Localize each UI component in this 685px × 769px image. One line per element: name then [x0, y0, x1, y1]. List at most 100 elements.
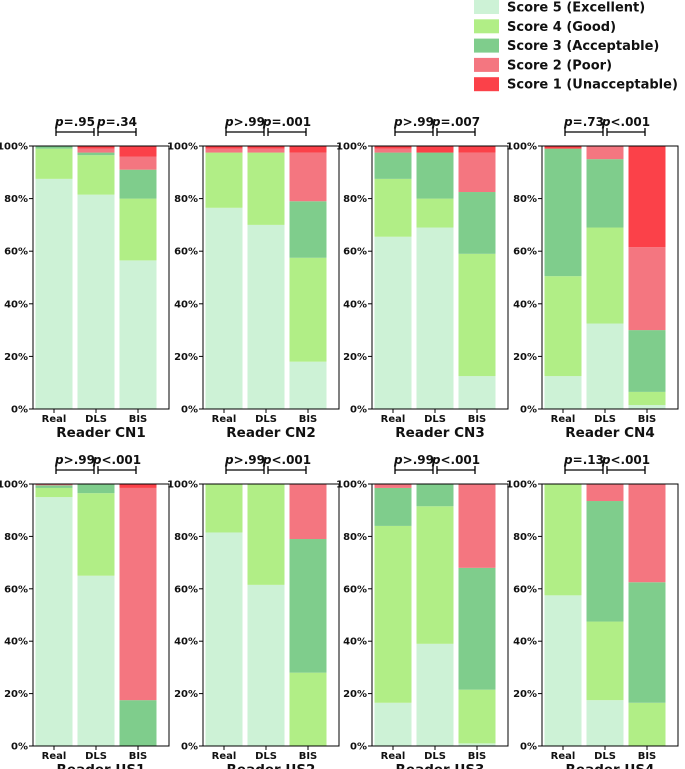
panel-title-reader-us3: Reader US3 — [396, 762, 485, 769]
x-tick-label-bis: BIS — [468, 414, 487, 425]
axes-frame-reader-us4 — [541, 483, 679, 747]
bar-reader-us3-real-score-5 — [374, 702, 412, 746]
y-tick-label: 100% — [336, 480, 367, 491]
bar-reader-cn2-bis-score-2 — [289, 152, 327, 202]
p-value-label-right: p<.001 — [601, 115, 650, 129]
bar-reader-cn1-dls-score-1 — [77, 146, 115, 149]
bar-reader-us2-bis-score-2 — [289, 484, 327, 540]
bar-reader-cn3-bis-score-5 — [458, 376, 496, 409]
bar-reader-cn2-real-score-2 — [205, 148, 243, 153]
bar-reader-cn3-bis-score-2 — [458, 152, 496, 193]
x-tick-label-bis: BIS — [129, 414, 148, 425]
p-value-label-left: p>.99 — [54, 453, 95, 467]
y-tick-label: 0% — [181, 405, 198, 416]
legend-label-score-4: Score 4 (Good) — [507, 20, 616, 35]
bar-reader-cn1-bis-score-5 — [119, 260, 157, 409]
bar-reader-cn1-dls-score-4 — [77, 155, 115, 195]
x-tick-label-real: Real — [551, 751, 576, 762]
panel-title-reader-us1: Reader US1 — [57, 762, 146, 769]
legend-swatch-score-2 — [474, 57, 499, 72]
y-tick-label: 100% — [506, 480, 537, 491]
y-tick-label: 20% — [513, 352, 537, 363]
bar-reader-cn4-bis-score-2 — [628, 247, 666, 331]
y-tick-label: 40% — [174, 299, 198, 310]
panel-title-reader-cn3: Reader CN3 — [395, 425, 484, 441]
y-tick-label: 0% — [181, 742, 198, 753]
bar-reader-us4-bis-score-3 — [628, 582, 666, 703]
y-tick-label: 100% — [167, 142, 198, 153]
x-tick-label-bis: BIS — [638, 751, 657, 762]
bar-reader-cn2-dls-score-2 — [247, 148, 285, 153]
bar-reader-cn2-dls-score-4 — [247, 152, 285, 225]
legend-label-score-5: Score 5 (Excellent) — [507, 1, 645, 16]
bar-reader-us3-bis-score-5 — [458, 743, 496, 746]
significance-bracket-right — [267, 128, 307, 136]
bar-reader-cn1-dls-score-3 — [77, 152, 115, 156]
bar-reader-cn1-bis-score-1 — [119, 146, 157, 157]
bar-reader-us1-real-score-4 — [35, 487, 73, 498]
bar-reader-cn2-dls-score-5 — [247, 224, 285, 409]
bar-reader-cn4-real-score-4 — [544, 276, 582, 377]
bar-reader-cn2-real-score-1 — [205, 146, 243, 149]
bar-reader-us1-dls-score-4 — [77, 493, 115, 576]
panel-title-reader-us4: Reader US4 — [566, 762, 655, 769]
y-tick-label: 20% — [4, 689, 28, 700]
bar-reader-cn4-bis-score-1 — [628, 146, 666, 248]
significance-bracket-right — [97, 466, 137, 474]
x-tick-label-real: Real — [42, 414, 67, 425]
bar-reader-cn1-bis-score-3 — [119, 169, 157, 199]
x-tick-label-real: Real — [212, 414, 237, 425]
significance-bracket-left — [55, 128, 95, 136]
bar-reader-us2-bis-score-3 — [289, 539, 327, 673]
bar-reader-us1-real-score-2 — [35, 484, 73, 486]
p-value-label-left: p=.13 — [563, 453, 604, 467]
axes-frame-reader-cn2 — [202, 145, 340, 410]
bar-reader-us2-dls-score-5 — [247, 584, 285, 746]
bar-reader-us2-bis-score-4 — [289, 672, 327, 746]
bar-reader-cn4-bis-score-3 — [628, 330, 666, 392]
p-value-label-right: p=.34 — [96, 115, 137, 129]
axes-frame-reader-cn1 — [32, 145, 170, 410]
axes-frame-reader-cn3 — [371, 145, 509, 410]
y-tick-label: 20% — [174, 689, 198, 700]
bar-reader-us3-bis-score-2 — [458, 484, 496, 568]
x-tick-label-dls: DLS — [424, 414, 446, 425]
significance-bracket-left — [564, 466, 604, 474]
bar-reader-us3-bis-score-3 — [458, 567, 496, 690]
x-tick-label-real: Real — [381, 751, 406, 762]
bar-reader-us4-bis-score-4 — [628, 702, 666, 746]
p-value-label-right: p=.007 — [431, 115, 480, 129]
y-tick-label: 0% — [350, 742, 367, 753]
y-tick-label: 0% — [11, 405, 28, 416]
x-tick-label-real: Real — [551, 414, 576, 425]
x-tick-label-real: Real — [42, 751, 67, 762]
y-tick-label: 40% — [174, 637, 198, 648]
bar-reader-us4-dls-score-5 — [586, 700, 624, 746]
y-tick-label: 80% — [513, 194, 537, 205]
bar-reader-cn1-bis-score-4 — [119, 198, 157, 261]
bar-reader-cn3-bis-score-4 — [458, 253, 496, 377]
bar-reader-cn4-bis-score-4 — [628, 391, 666, 406]
bar-reader-cn2-bis-score-1 — [289, 146, 327, 153]
legend-swatch-score-1 — [474, 77, 499, 92]
x-tick-label-dls: DLS — [85, 751, 107, 762]
bar-reader-us4-dls-score-4 — [586, 621, 624, 701]
significance-bracket-right — [436, 128, 476, 136]
bar-reader-us3-dls-score-3 — [416, 484, 454, 507]
y-tick-label: 0% — [520, 405, 537, 416]
bar-reader-us1-bis-score-1 — [119, 484, 157, 488]
significance-bracket-right — [267, 466, 307, 474]
panel-title-reader-cn1: Reader CN1 — [56, 425, 145, 441]
y-tick-label: 80% — [4, 194, 28, 205]
p-value-label-right: p<.001 — [92, 453, 141, 467]
bar-reader-us2-dls-score-4 — [247, 484, 285, 585]
x-tick-label-dls: DLS — [424, 751, 446, 762]
y-tick-label: 0% — [11, 742, 28, 753]
legend-label-score-2: Score 2 (Poor) — [507, 58, 612, 73]
p-value-label-left: p=.95 — [54, 115, 95, 129]
x-tick-label-bis: BIS — [299, 414, 318, 425]
bar-reader-us1-bis-score-3 — [119, 700, 157, 746]
